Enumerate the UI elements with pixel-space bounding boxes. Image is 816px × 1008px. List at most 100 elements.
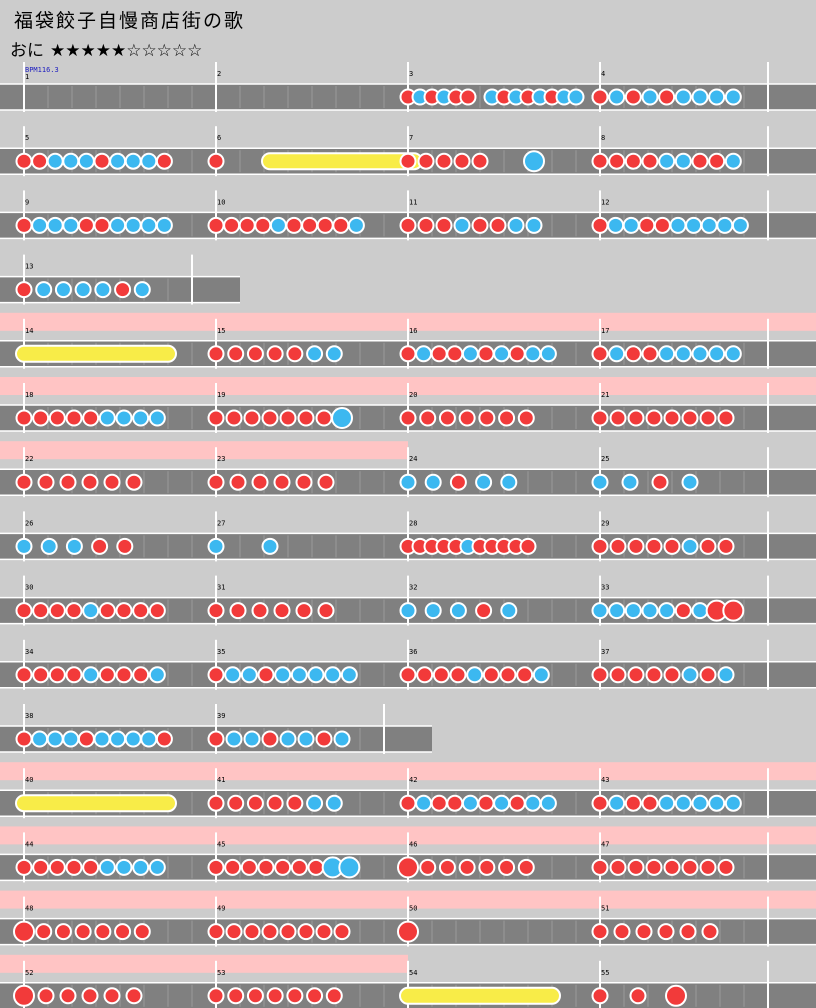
measure-number: 53 — [217, 969, 225, 977]
don-note — [15, 602, 33, 620]
don-note — [246, 794, 264, 812]
ka-note — [731, 216, 749, 234]
don-note — [286, 345, 304, 363]
don-note — [82, 409, 100, 427]
ka-note — [453, 216, 471, 234]
don-note — [93, 216, 111, 234]
measure-number: 35 — [217, 648, 225, 656]
ka-note — [658, 345, 676, 363]
ka-note — [708, 345, 726, 363]
ka-note — [307, 666, 325, 684]
don-note — [257, 666, 275, 684]
don-note — [419, 409, 437, 427]
don-note — [116, 537, 134, 555]
don-note — [54, 923, 72, 941]
don-note — [658, 88, 676, 106]
measure-number: 50 — [409, 905, 417, 913]
don-note — [65, 409, 83, 427]
ka-note — [65, 537, 83, 555]
measure-number: 2 — [217, 70, 221, 78]
ka-note — [306, 794, 324, 812]
don-note — [225, 409, 243, 427]
don-note — [691, 152, 709, 170]
don-note — [37, 987, 55, 1005]
measure-number: 16 — [409, 327, 417, 335]
don-note — [32, 602, 50, 620]
ka-note — [415, 794, 433, 812]
don-note — [273, 602, 291, 620]
don-note — [708, 152, 726, 170]
measure-number: 5 — [25, 134, 29, 142]
ka-note — [691, 602, 709, 620]
don-note — [641, 345, 659, 363]
don-note — [207, 602, 225, 620]
don-note — [645, 537, 663, 555]
ka-note — [658, 152, 676, 170]
ka-note — [681, 537, 699, 555]
don-note — [103, 987, 121, 1005]
don-note — [114, 923, 132, 941]
don-note — [207, 473, 225, 491]
don-note — [115, 666, 133, 684]
don-note — [663, 537, 681, 555]
ka-note — [608, 88, 626, 106]
ka-note — [98, 409, 116, 427]
ka-note — [207, 537, 225, 555]
ka-note — [82, 602, 100, 620]
don-note — [261, 730, 279, 748]
don-note — [645, 858, 663, 876]
don-note — [477, 794, 495, 812]
measure-number: 17 — [601, 327, 609, 335]
ka-note — [279, 730, 297, 748]
don-note — [453, 152, 471, 170]
ka-note — [641, 602, 659, 620]
measure-number: 1 — [25, 73, 29, 81]
measure-number: 49 — [217, 905, 225, 913]
ka-note — [62, 730, 80, 748]
measure-number: 19 — [217, 391, 225, 399]
ka-note — [325, 794, 343, 812]
don-note — [114, 281, 132, 299]
don-note — [609, 537, 627, 555]
measure-number: 51 — [601, 905, 609, 913]
don-note — [591, 537, 609, 555]
big-ka-note — [331, 407, 353, 429]
ka-note — [674, 345, 692, 363]
ka-note — [724, 88, 742, 106]
big-don-note — [722, 599, 745, 622]
don-note — [638, 216, 656, 234]
ka-note — [415, 345, 433, 363]
ka-note — [691, 345, 709, 363]
ka-note — [669, 216, 687, 234]
ka-note — [717, 666, 735, 684]
don-note — [133, 923, 151, 941]
don-note — [257, 858, 275, 876]
ka-note — [641, 88, 659, 106]
ka-note — [82, 666, 100, 684]
don-note — [207, 409, 225, 427]
ka-note — [466, 666, 484, 684]
measure-number: 9 — [25, 198, 29, 206]
measure-number: 24 — [409, 455, 417, 463]
don-note — [471, 152, 489, 170]
ka-note — [608, 345, 626, 363]
don-note — [32, 409, 50, 427]
difficulty-stars: ★★★★★☆☆☆☆☆ — [50, 41, 203, 61]
don-note — [449, 666, 467, 684]
don-note — [48, 409, 66, 427]
don-note — [279, 923, 297, 941]
don-note — [31, 152, 49, 170]
don-note — [591, 88, 609, 106]
don-note — [227, 987, 245, 1005]
don-note — [77, 730, 95, 748]
don-note — [207, 216, 225, 234]
ka-note — [132, 858, 150, 876]
don-note — [459, 88, 477, 106]
don-note — [246, 987, 264, 1005]
don-note — [274, 858, 292, 876]
ka-note — [261, 537, 279, 555]
measure-number: 7 — [409, 134, 413, 142]
ka-note — [539, 345, 557, 363]
don-note — [651, 473, 669, 491]
big-don-note — [13, 920, 35, 943]
